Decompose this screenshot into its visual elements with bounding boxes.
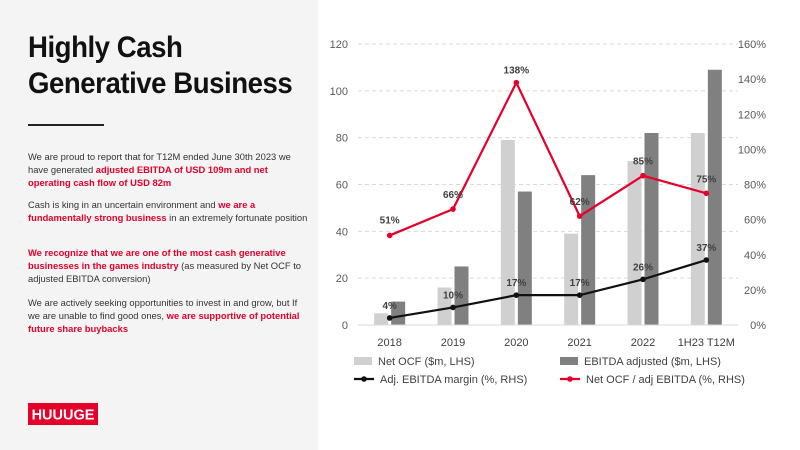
data-label-margin: 17% bbox=[506, 278, 526, 289]
point-conversion bbox=[640, 172, 646, 179]
line-series: 4% 10% 17% 17% 26% 37% 51% 66% 138% 62% 85% 75% bbox=[380, 66, 716, 321]
point-margin bbox=[386, 315, 393, 321]
x-axis: 2018 2019 2020 2021 2022 1H23 T12M bbox=[358, 324, 738, 349]
bar-net-ocf bbox=[627, 161, 642, 325]
x-tick-label: 1H23 T12M bbox=[678, 337, 735, 349]
text-panel: Highly Cash Generative Business We are p… bbox=[0, 0, 318, 450]
legend-swatch bbox=[560, 357, 578, 365]
bar-ebitda bbox=[391, 301, 406, 325]
paragraph-cash: Cash is king in an uncertain environment… bbox=[28, 198, 310, 224]
left-tick-label: 120 bbox=[330, 39, 348, 51]
legend-label: Net OCF / adj EBITDA (%, RHS) bbox=[586, 374, 745, 386]
point-conversion bbox=[450, 206, 456, 212]
data-label-conversion: 66% bbox=[443, 190, 463, 201]
legend-label: Adj. EBITDA margin (%, RHS) bbox=[380, 374, 527, 386]
x-tick-label: 2018 bbox=[377, 337, 401, 349]
legend-label: Net OCF ($m, LHS) bbox=[378, 356, 475, 368]
data-label-margin: 26% bbox=[633, 262, 653, 273]
data-label-margin: 37% bbox=[696, 243, 716, 254]
line-margin bbox=[389, 258, 707, 320]
p2-text-end: in an extremely fortunate position bbox=[166, 212, 308, 223]
bar-ebitda bbox=[707, 69, 722, 325]
bar-ebitda bbox=[454, 266, 469, 325]
bar-net-ocf bbox=[500, 140, 515, 325]
right-axis: 0% 20% 40% 60% 80% 100% 120% 140% 160% bbox=[738, 39, 766, 332]
point-margin bbox=[703, 257, 710, 263]
left-tick-label: 40 bbox=[336, 226, 348, 238]
paragraph-cash-generative: We recognize that we are one of the most… bbox=[28, 246, 310, 285]
legend-label: EBITDA adjusted ($m, LHS) bbox=[584, 356, 721, 368]
bar-net-ocf bbox=[690, 132, 705, 325]
point-margin bbox=[513, 292, 520, 298]
point-margin bbox=[450, 304, 456, 311]
left-tick-label: 60 bbox=[336, 180, 348, 192]
x-tick-label: 2022 bbox=[631, 337, 655, 349]
x-tick-label: 2019 bbox=[441, 337, 465, 349]
paragraph-ebitda: We are proud to report that for T12M end… bbox=[28, 150, 310, 189]
right-tick-label: 60% bbox=[744, 215, 766, 227]
left-tick-label: 80 bbox=[336, 133, 348, 145]
legend-marker bbox=[567, 376, 573, 382]
right-tick-label: 100% bbox=[738, 144, 766, 156]
chart-grid bbox=[358, 43, 738, 326]
bar-net-ocf bbox=[374, 313, 389, 325]
p4-text: We are actively seeking opportunities to… bbox=[28, 297, 298, 321]
logo-background bbox=[28, 403, 98, 425]
p2-text: Cash is king in an uncertain environment… bbox=[28, 199, 219, 210]
left-tick-label: 20 bbox=[336, 273, 348, 285]
p1-highlight: adjusted EBITDA of USD 109m and net oper… bbox=[28, 164, 268, 188]
slide-title: Highly Cash Generative Business bbox=[28, 30, 295, 102]
data-label-conversion: 138% bbox=[504, 66, 530, 77]
right-tick-label: 140% bbox=[738, 74, 766, 86]
data-label-conversion: 51% bbox=[380, 215, 400, 226]
point-conversion bbox=[703, 190, 710, 197]
right-tick-label: 20% bbox=[744, 285, 766, 297]
paragraph-buybacks: We are actively seeking opportunities to… bbox=[28, 296, 310, 335]
line-conversion bbox=[389, 80, 707, 237]
data-label-conversion: 62% bbox=[570, 197, 590, 208]
point-conversion bbox=[576, 213, 583, 219]
bar-series bbox=[374, 69, 722, 325]
legend-marker bbox=[361, 376, 367, 382]
right-tick-label: 160% bbox=[738, 39, 766, 51]
p3-text: (as measured by Net OCF to adjusted EBIT… bbox=[28, 260, 302, 284]
point-margin bbox=[640, 276, 646, 283]
data-label-conversion: 75% bbox=[696, 174, 716, 185]
right-tick-label: 120% bbox=[738, 109, 766, 121]
bar-net-ocf bbox=[437, 287, 452, 325]
point-margin bbox=[576, 292, 583, 298]
logo-text: HUUUGE bbox=[32, 408, 95, 424]
legend-swatch bbox=[354, 357, 372, 365]
cash-chart: 0 20 40 60 80 100 120 0% 20% 40% 60% 80% 100% 120% 14… bbox=[330, 39, 767, 386]
right-tick-label: 0% bbox=[750, 320, 766, 332]
p1-text: We are proud to report that for T12M end… bbox=[28, 151, 291, 175]
p3-highlight: We recognize that we are one of the most… bbox=[28, 247, 286, 271]
p2-highlight: we are a fundamentally strong business bbox=[28, 199, 256, 223]
chart-legend: Net OCF ($m, LHS) EBITDA adjusted ($m, LH… bbox=[354, 356, 745, 386]
left-tick-label: 0 bbox=[342, 320, 348, 332]
title-line-2: Generative Business bbox=[28, 67, 293, 100]
bar-ebitda bbox=[517, 191, 532, 325]
data-label-margin: 10% bbox=[443, 290, 463, 301]
p4-highlight: we are supportive of potential future sh… bbox=[28, 310, 300, 334]
data-label-margin: 17% bbox=[570, 278, 590, 289]
title-line-1: Highly Cash bbox=[28, 31, 183, 64]
data-label-margin: 4% bbox=[382, 301, 397, 312]
data-label-conversion: 85% bbox=[633, 157, 653, 168]
point-conversion bbox=[386, 232, 393, 239]
huuuge-logo: HUUUGE bbox=[28, 403, 98, 425]
x-tick-label: 2020 bbox=[504, 337, 528, 349]
left-tick-label: 100 bbox=[330, 86, 348, 98]
right-tick-label: 80% bbox=[744, 180, 766, 192]
point-conversion bbox=[513, 79, 520, 86]
bar-net-ocf bbox=[564, 233, 579, 325]
left-axis: 0 20 40 60 80 100 120 bbox=[330, 39, 348, 332]
title-divider bbox=[28, 124, 104, 126]
x-tick-label: 2021 bbox=[567, 337, 591, 349]
right-tick-label: 40% bbox=[744, 250, 766, 262]
